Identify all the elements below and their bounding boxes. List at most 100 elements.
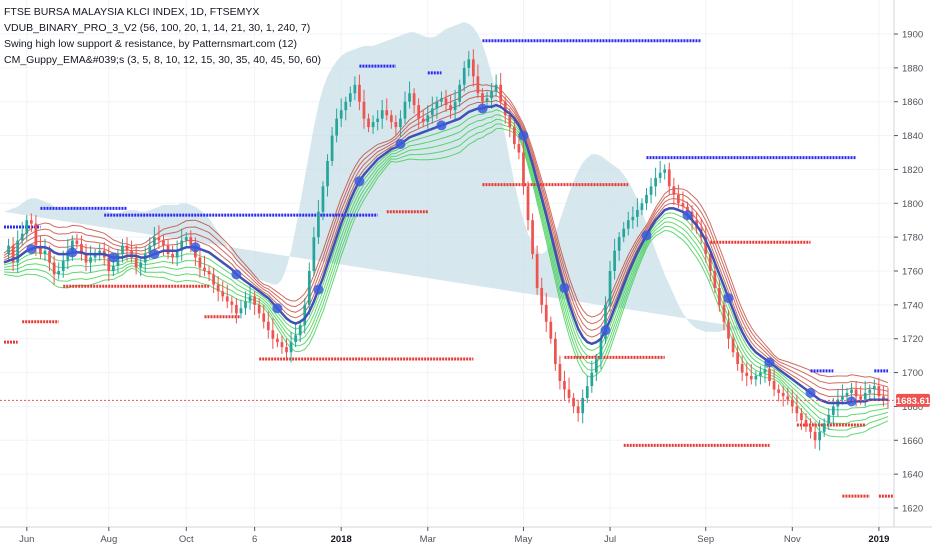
candle-body [599,338,603,360]
candle-body [61,260,65,271]
candle-body [271,330,275,339]
candle-body [490,91,493,99]
candle-body [248,296,252,302]
time-axis-ticks: Jun Aug Oct 6 2018 Mar May Jul Sep Nov 2019 [19,527,889,545]
candle-body [804,419,808,427]
candle-body [718,287,721,305]
last-price-label: 1683.61 [896,396,931,407]
candle-body [704,237,708,255]
candle-body [549,321,553,339]
candle-body [736,352,739,365]
price-axis[interactable] [894,0,932,550]
candle-body [658,172,662,178]
candle-body [230,301,234,305]
candle-body [16,240,20,263]
candle-body [768,369,771,382]
y-tick-label: 1620 [902,504,923,515]
signal-marker [682,210,693,221]
candle-body [171,254,174,258]
candle-body [385,110,389,116]
candle-body [417,105,421,119]
candle-body [649,186,653,195]
candle-body [371,122,375,128]
candle-body [421,118,425,123]
x-tick-label: Nov [784,534,801,545]
signal-marker [190,242,201,253]
candle-body [244,301,247,309]
candle-body [631,216,635,221]
legend-indicator-vdub[interactable]: VDUB_BINARY_PRO_3_V2 (56, 100, 20, 1, 14… [4,22,311,34]
candle-body [367,118,370,128]
candle-body [257,304,261,314]
candle-body [827,414,831,424]
candle-body [754,375,758,380]
candle-body [207,271,211,275]
candle-body [859,396,863,400]
candle-body [29,220,33,224]
candle-body [276,338,279,343]
candle-body [426,115,430,123]
y-tick-label: 1880 [902,63,923,74]
candle-body [70,240,74,251]
legend-indicator-guppy[interactable]: CM_Guppy_EMA&#039;s (3, 5, 8, 10, 12, 15… [4,54,321,66]
candle-body [581,397,585,414]
signal-marker [67,247,78,258]
candle-body [107,257,111,271]
candle-body [389,115,393,123]
candle-body [212,274,215,285]
legend-indicator-swing[interactable]: Swing high low support & resistance, by … [4,38,297,50]
candle-body [326,160,329,187]
candle-body [481,93,484,102]
guppy-ribbon-line [3,109,889,411]
candle-body [531,220,534,255]
candle-body [708,254,712,271]
signal-marker [641,230,652,241]
y-tick-label: 1740 [902,300,923,311]
last-price-tag: 1683.61 [896,393,931,407]
y-tick-label: 1680 [902,402,923,413]
candle-body [380,110,384,119]
candle-body [745,372,749,376]
candle-body [175,250,179,258]
candle-body [7,245,10,255]
y-tick-label: 1900 [902,30,923,41]
candle-body [613,250,616,271]
price-axis-ticks: 1620 1640 1660 1680 1700 1720 1740 1760 1780 1800… [894,30,923,515]
y-tick-label: 1760 [902,267,923,278]
candle-body [854,389,858,397]
x-tick-label: Jun [19,534,34,545]
candle-body [731,338,735,353]
candle-body [626,220,630,229]
candle-body [772,381,776,390]
candle-body [494,84,498,92]
candle-body [348,93,352,102]
candle-body [312,237,316,271]
signal-marker [149,249,160,260]
candle-body [430,108,434,116]
x-tick-label: 6 [252,534,257,545]
candle-body [462,67,466,85]
candle-body [89,257,92,263]
candle-body [563,381,566,390]
candle-body [749,375,753,380]
candle-body [39,245,42,255]
candle-body [540,287,544,305]
candle-body [317,211,320,238]
y-tick-label: 1720 [902,334,923,345]
candle-body [686,206,689,212]
candle-body [34,223,38,246]
candle-body [576,406,580,414]
candle-body [394,122,398,128]
signal-marker [805,387,816,398]
candle-body [184,237,188,241]
candle-body [353,84,357,94]
candle-body [84,254,88,263]
signal-marker [272,303,283,314]
candle-body [294,335,297,343]
candle-body [476,76,480,94]
candle-body [162,240,165,246]
candle-body [298,325,302,336]
chart-legend: FTSE BURSA MALAYSIA KLCI INDEX, 1D, FTSE… [4,4,321,68]
y-tick-label: 1860 [902,97,923,108]
